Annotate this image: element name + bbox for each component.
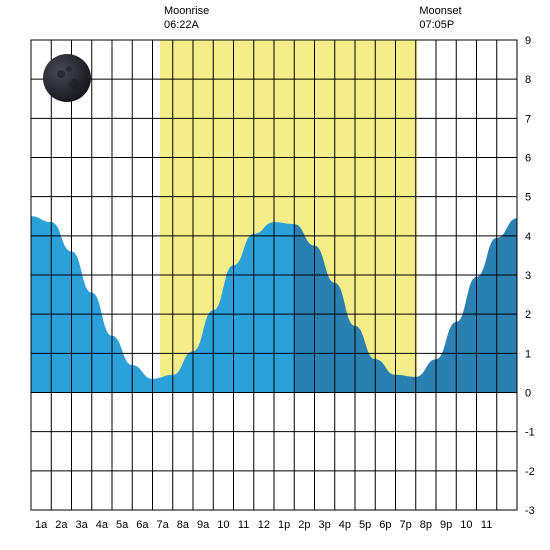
x-tick-label: 9p bbox=[440, 519, 452, 531]
y-tick-label: 1 bbox=[525, 348, 531, 360]
x-tick-label: 4p bbox=[339, 519, 351, 531]
x-tick-label: 10 bbox=[460, 519, 472, 531]
x-tick-label: 8a bbox=[177, 519, 190, 531]
y-tick-label: -3 bbox=[525, 505, 535, 517]
x-tick-label: 1p bbox=[278, 519, 290, 531]
x-tick-label: 7a bbox=[157, 519, 170, 531]
moon-crater bbox=[69, 79, 79, 89]
y-tick-label: 7 bbox=[525, 113, 531, 125]
y-tick-label: -1 bbox=[525, 427, 535, 439]
x-tick-label: 8p bbox=[420, 519, 432, 531]
x-tick-label: 2p bbox=[298, 519, 310, 531]
y-tick-label: 2 bbox=[525, 309, 531, 321]
y-tick-label: 0 bbox=[525, 388, 531, 400]
y-tick-label: 4 bbox=[525, 231, 531, 243]
y-tick-label: 9 bbox=[525, 35, 531, 47]
moon-icon bbox=[43, 54, 91, 102]
moonrise-time: 06:22A bbox=[164, 19, 200, 31]
y-tick-label: 8 bbox=[525, 74, 531, 86]
y-tick-label: 6 bbox=[525, 153, 531, 165]
x-tick-label: 5a bbox=[116, 519, 129, 531]
x-tick-label: 12 bbox=[258, 519, 270, 531]
y-tick-label: -2 bbox=[525, 466, 535, 478]
moonrise-title: Moonrise bbox=[164, 5, 209, 17]
moon-crater bbox=[66, 66, 72, 72]
moonset-title: Moonset bbox=[419, 5, 461, 17]
x-tick-label: 9a bbox=[197, 519, 210, 531]
moon-crater bbox=[57, 70, 65, 78]
x-tick-label: 3p bbox=[319, 519, 331, 531]
x-tick-label: 10 bbox=[217, 519, 229, 531]
x-tick-label: 7p bbox=[400, 519, 412, 531]
y-tick-label: 5 bbox=[525, 192, 531, 204]
tide-chart: -3-2-101234567891a2a3a4a5a6a7a8a9a101112… bbox=[0, 0, 550, 550]
y-tick-label: 3 bbox=[525, 270, 531, 282]
x-tick-label: 6p bbox=[379, 519, 391, 531]
x-tick-label: 5p bbox=[359, 519, 371, 531]
x-tick-label: 4a bbox=[96, 519, 109, 531]
x-tick-label: 6a bbox=[136, 519, 149, 531]
x-tick-label: 3a bbox=[76, 519, 89, 531]
x-tick-label: 2a bbox=[55, 519, 68, 531]
chart-svg: -3-2-101234567891a2a3a4a5a6a7a8a9a101112… bbox=[0, 0, 550, 550]
x-tick-label: 11 bbox=[481, 519, 492, 531]
moonset-time: 07:05P bbox=[419, 19, 454, 31]
x-tick-label: 1a bbox=[35, 519, 48, 531]
x-tick-label: 11 bbox=[238, 519, 249, 531]
